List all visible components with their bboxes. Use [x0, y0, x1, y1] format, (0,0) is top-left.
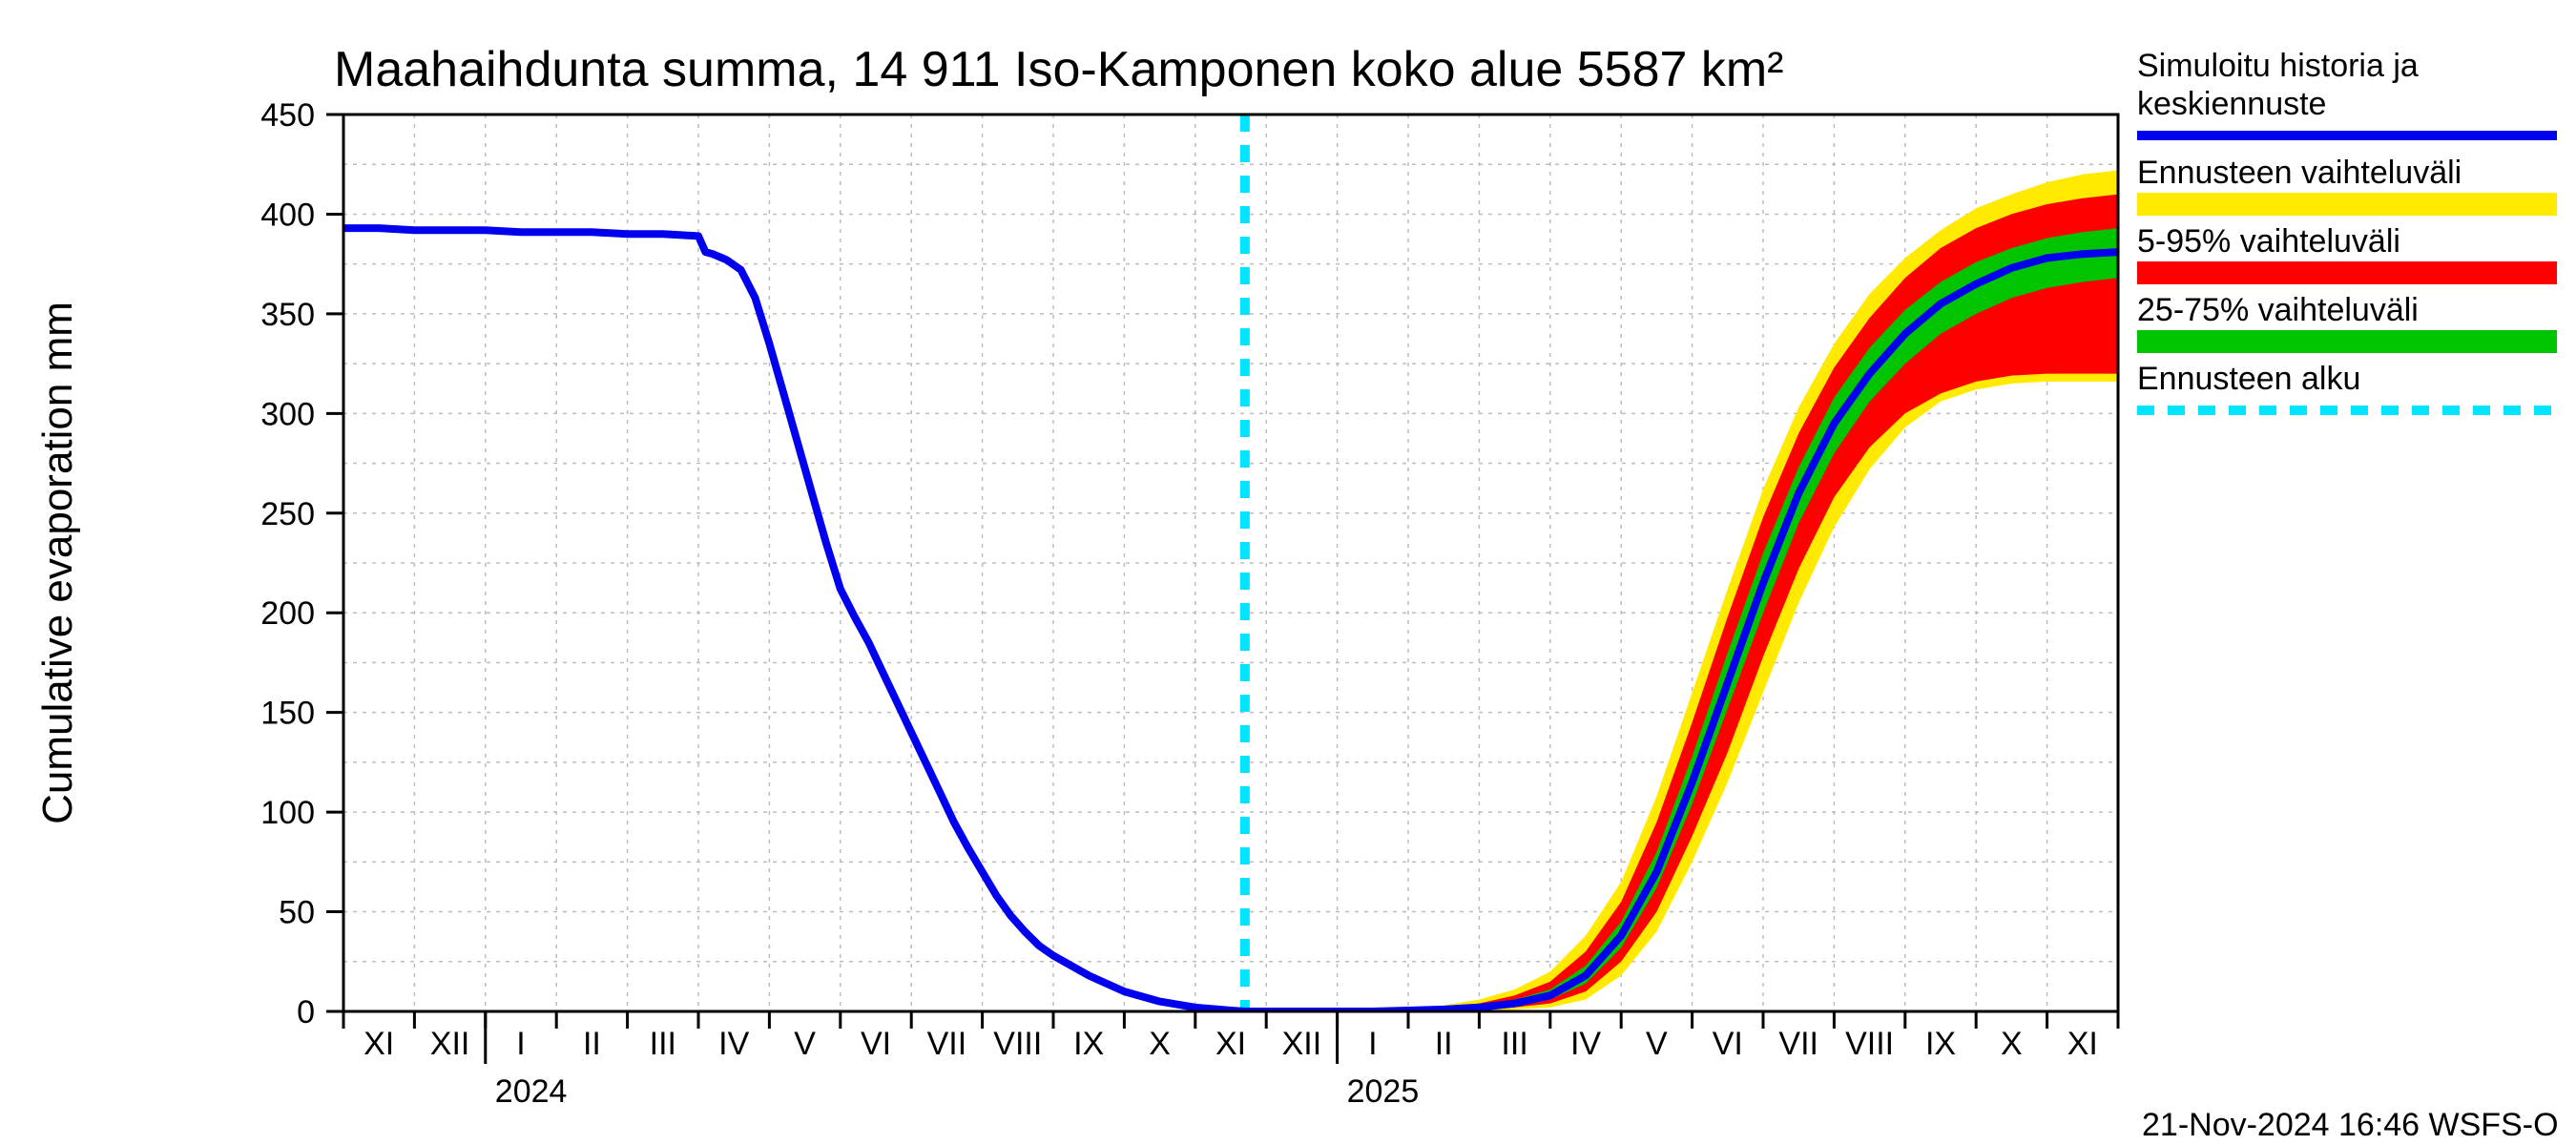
svg-text:IV: IV [718, 1026, 749, 1062]
svg-text:XI: XI [1215, 1026, 1246, 1062]
svg-text:IX: IX [1925, 1026, 1956, 1062]
svg-text:X: X [2001, 1026, 2023, 1062]
svg-text:2025: 2025 [1347, 1073, 1420, 1110]
svg-text:V: V [1646, 1026, 1668, 1062]
svg-text:I: I [516, 1026, 525, 1062]
svg-text:50: 50 [279, 895, 315, 931]
svg-text:2024: 2024 [495, 1073, 568, 1110]
svg-text:450: 450 [260, 97, 315, 134]
svg-text:VII: VII [1778, 1026, 1818, 1062]
svg-text:250: 250 [260, 496, 315, 532]
svg-text:5-95% vaihteluväli: 5-95% vaihteluväli [2137, 223, 2400, 260]
svg-text:Simuloitu historia ja: Simuloitu historia ja [2137, 48, 2419, 84]
svg-text:400: 400 [260, 197, 315, 233]
svg-text:Ennusteen vaihteluväli: Ennusteen vaihteluväli [2137, 155, 2462, 191]
svg-text:VII: VII [927, 1026, 967, 1062]
svg-text:300: 300 [260, 396, 315, 432]
svg-text:VI: VI [1713, 1026, 1743, 1062]
svg-text:XII: XII [1282, 1026, 1322, 1062]
svg-text:X: X [1149, 1026, 1171, 1062]
svg-text:IX: IX [1073, 1026, 1104, 1062]
chart-title: Maahaihdunta summa, 14 911 Iso-Kamponen … [334, 42, 1784, 97]
svg-text:keskiennuste: keskiennuste [2137, 86, 2326, 122]
svg-text:350: 350 [260, 297, 315, 333]
svg-text:VI: VI [861, 1026, 891, 1062]
svg-text:II: II [583, 1026, 601, 1062]
svg-text:III: III [650, 1026, 676, 1062]
svg-text:IV: IV [1570, 1026, 1601, 1062]
svg-text:XI: XI [2067, 1026, 2098, 1062]
chart-container: 050100150200250300350400450XIXIIIIIIIIIV… [0, 0, 2576, 1145]
svg-text:25-75% vaihteluväli: 25-75% vaihteluväli [2137, 292, 2419, 328]
svg-text:V: V [794, 1026, 816, 1062]
y-axis-label: Cumulative evaporation mm [34, 302, 81, 824]
svg-text:XI: XI [364, 1026, 394, 1062]
svg-text:0: 0 [297, 994, 315, 1030]
svg-text:I: I [1368, 1026, 1377, 1062]
svg-text:200: 200 [260, 595, 315, 632]
svg-text:VIII: VIII [1845, 1026, 1894, 1062]
svg-text:100: 100 [260, 795, 315, 831]
svg-text:VIII: VIII [993, 1026, 1042, 1062]
svg-text:III: III [1501, 1026, 1527, 1062]
svg-text:II: II [1435, 1026, 1453, 1062]
svg-text:150: 150 [260, 696, 315, 732]
footer-timestamp: 21-Nov-2024 16:46 WSFS-O [2142, 1107, 2559, 1143]
svg-text:XII: XII [430, 1026, 470, 1062]
svg-text:Ennusteen alku: Ennusteen alku [2137, 361, 2360, 397]
chart-svg: 050100150200250300350400450XIXIIIIIIIIIV… [0, 0, 2576, 1145]
